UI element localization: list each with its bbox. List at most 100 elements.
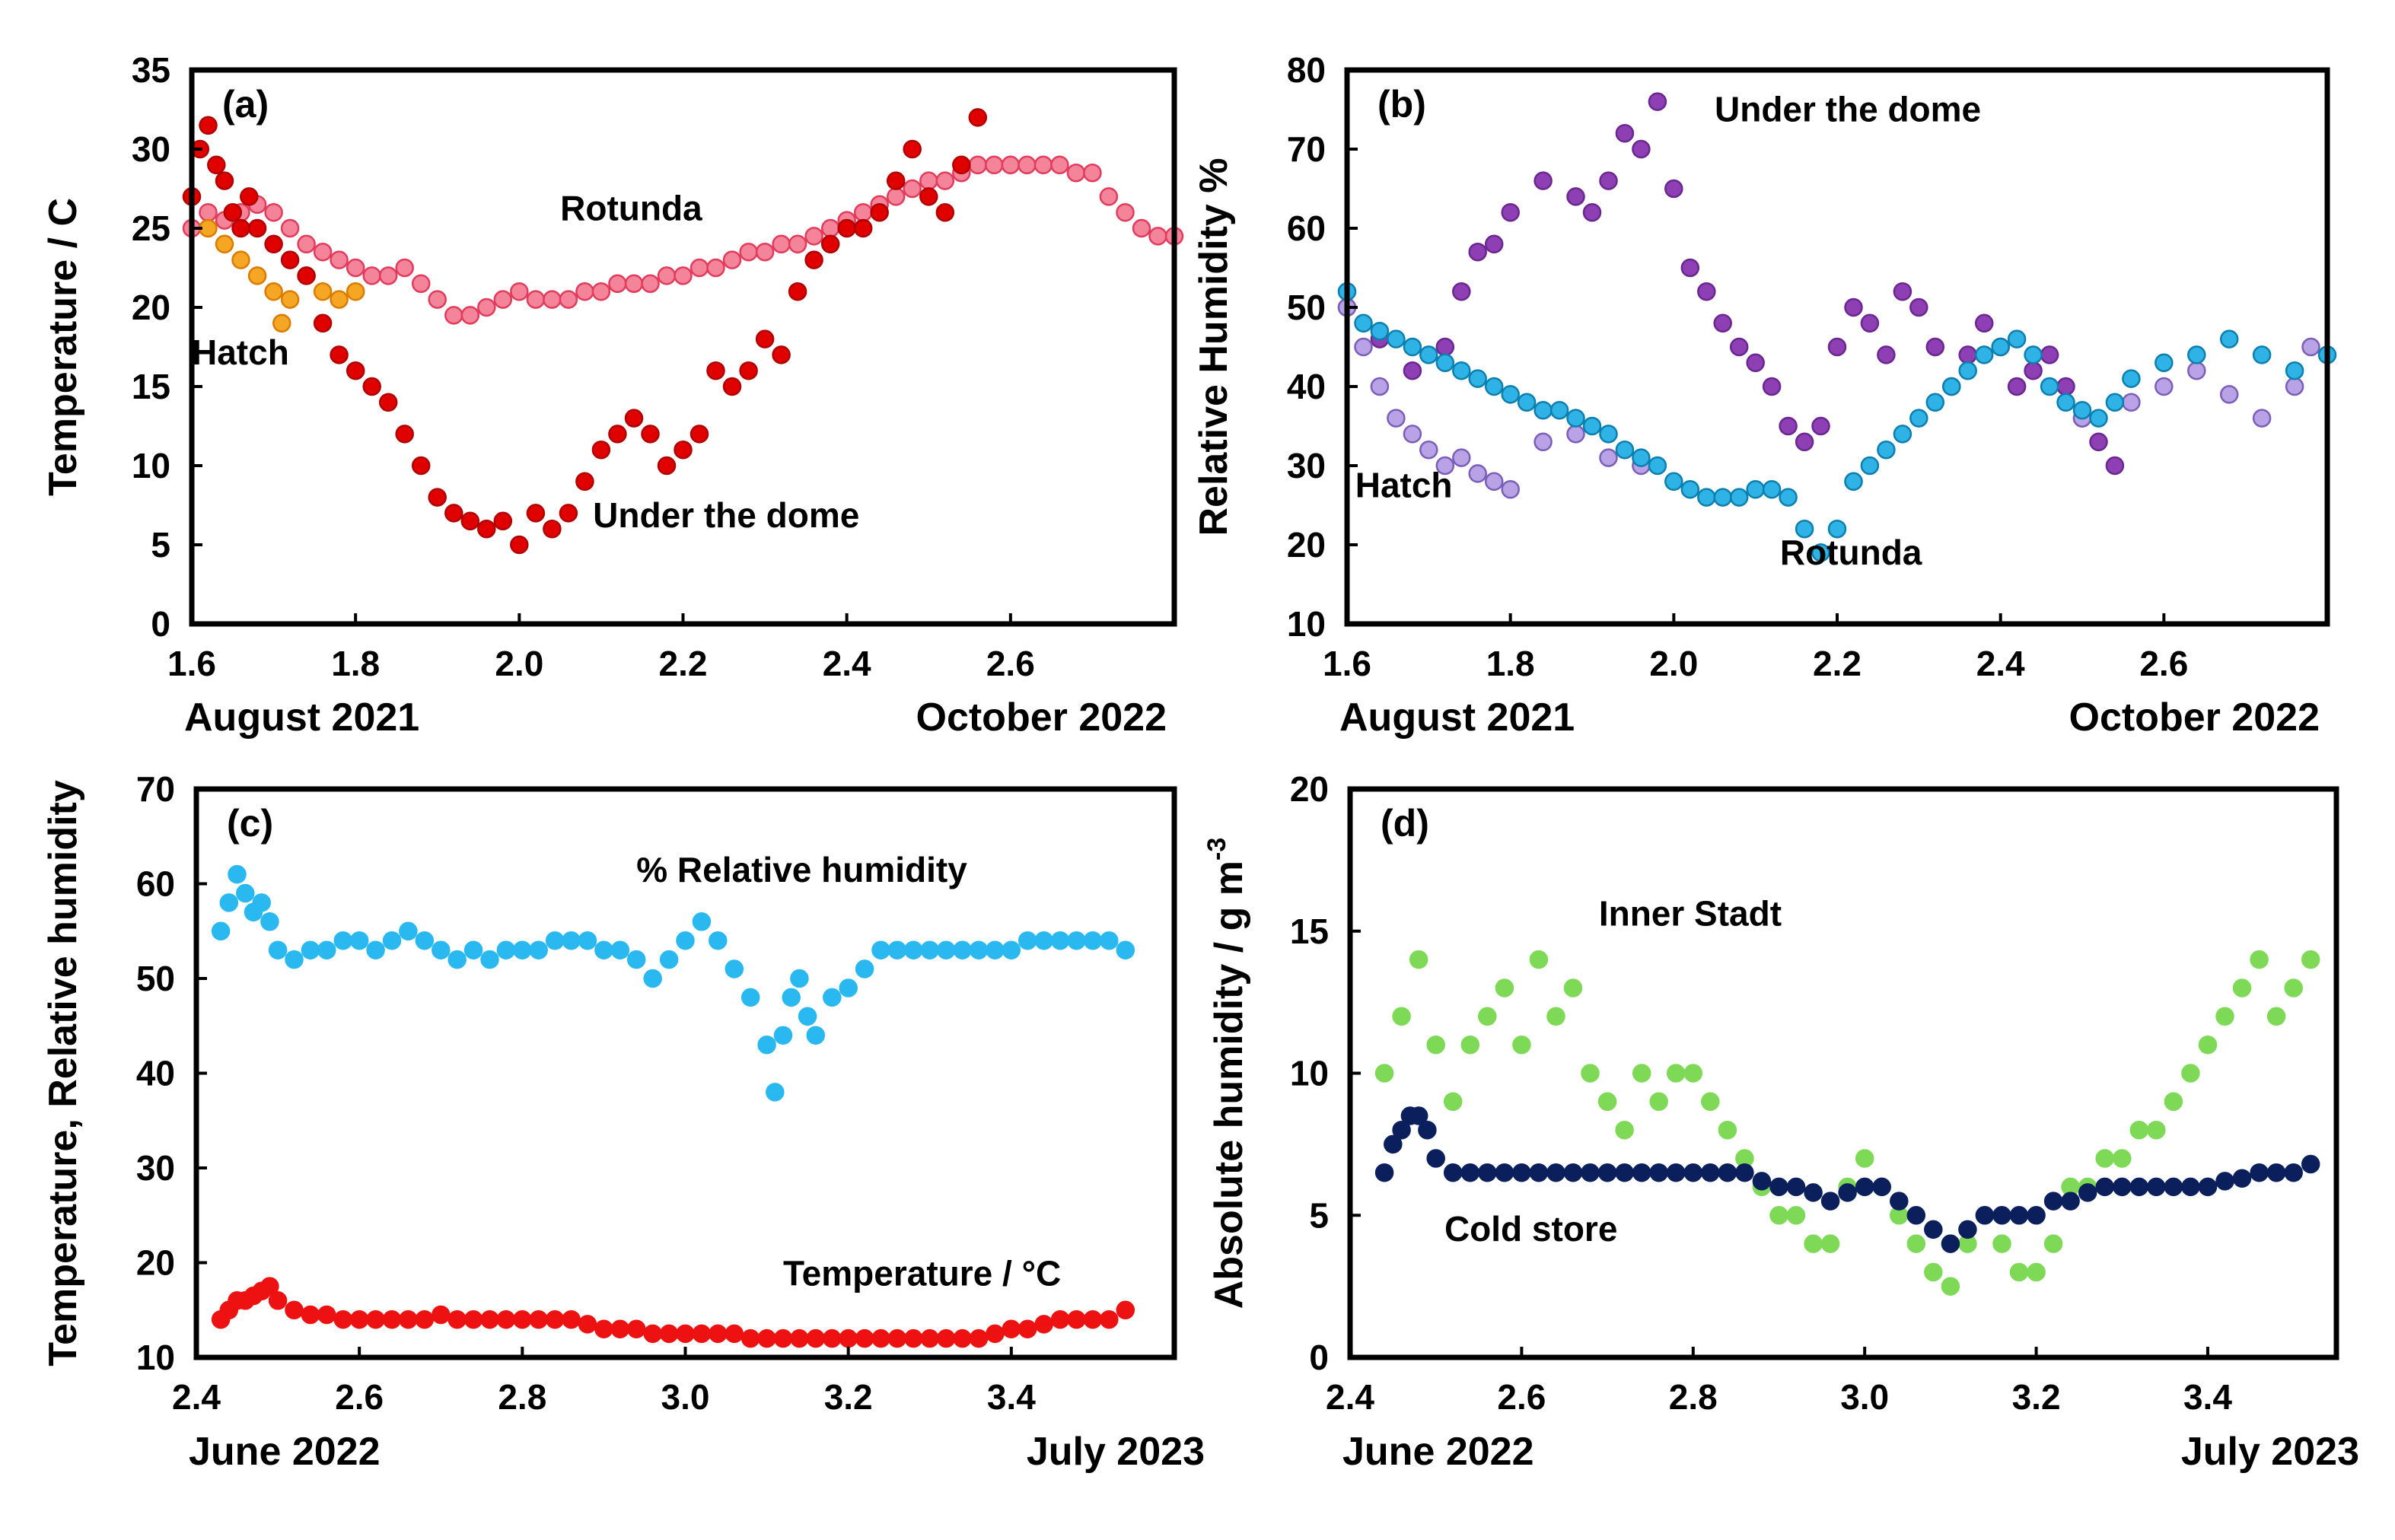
data-point <box>1769 1177 1788 1197</box>
data-point <box>333 931 353 950</box>
data-point <box>1597 1092 1617 1112</box>
data-point <box>2301 1154 2320 1174</box>
y-tick-label: 10 <box>1287 604 1326 644</box>
data-point <box>1615 1120 1634 1140</box>
data-point <box>2095 1149 2114 1168</box>
series-rotunda <box>1337 282 2337 562</box>
data-point <box>1924 1220 1943 1239</box>
data-point <box>608 274 627 294</box>
data-point <box>820 234 840 254</box>
data-point <box>215 171 234 190</box>
data-point <box>513 940 532 959</box>
series-hatch <box>1337 298 2320 499</box>
data-point <box>1370 377 1390 396</box>
y-tick-label: 40 <box>136 1054 175 1093</box>
data-point <box>1906 1206 1926 1225</box>
data-point <box>1549 400 1569 420</box>
data-point <box>1701 1163 1720 1182</box>
data-point <box>272 313 291 333</box>
data-point <box>1512 1163 1531 1182</box>
data-point <box>1546 1163 1565 1182</box>
data-point <box>477 298 496 317</box>
data-point <box>333 1309 353 1329</box>
data-point <box>1534 400 1553 420</box>
data-point <box>936 1328 956 1348</box>
data-point <box>2232 1169 2252 1188</box>
data-point <box>2027 1206 2046 1225</box>
data-point <box>1597 1163 1617 1182</box>
data-point <box>2219 329 2239 348</box>
data-point <box>1925 337 1945 357</box>
data-point <box>641 425 660 444</box>
data-point <box>2147 1177 2166 1197</box>
data-point <box>575 282 594 301</box>
data-point <box>2198 1177 2218 1197</box>
data-point <box>1403 425 1422 444</box>
data-point <box>804 227 823 246</box>
data-point <box>411 274 431 294</box>
data-point <box>444 504 463 523</box>
data-point <box>428 290 447 309</box>
data-point <box>252 893 271 912</box>
data-point <box>2215 1172 2234 1191</box>
data-point <box>1680 479 1700 499</box>
data-point <box>1877 440 1896 460</box>
data-point <box>709 1324 728 1344</box>
data-point <box>1844 298 1863 317</box>
data-point <box>1034 1315 1053 1334</box>
data-point <box>1403 361 1422 380</box>
data-point <box>236 883 255 903</box>
data-point <box>610 940 630 959</box>
data-point <box>2155 353 2174 373</box>
data-point <box>2009 1206 2029 1225</box>
data-point <box>1001 155 1021 175</box>
data-point <box>510 282 529 301</box>
y-tick-label: 20 <box>136 1243 175 1283</box>
data-point <box>986 1324 1005 1344</box>
data-point <box>1713 488 1732 507</box>
y-tick-label: 15 <box>132 367 170 406</box>
data-point <box>1804 1234 1823 1253</box>
data-point <box>692 912 712 931</box>
data-point <box>657 456 677 476</box>
data-point <box>1563 1163 1583 1182</box>
data-point <box>2113 1149 2132 1168</box>
data-point <box>463 940 483 959</box>
data-point <box>1958 361 1977 380</box>
data-point <box>1648 456 1667 476</box>
data-point <box>231 250 250 269</box>
data-point <box>1860 313 1880 333</box>
y-tick-label: 30 <box>132 129 170 169</box>
data-point <box>1632 448 1651 467</box>
data-point <box>1974 313 1994 333</box>
data-point <box>1769 1206 1788 1225</box>
data-point <box>463 1309 483 1329</box>
data-point <box>674 266 693 285</box>
data-point <box>297 266 316 285</box>
data-point <box>1664 472 1683 492</box>
data-point <box>1403 337 1422 357</box>
data-point <box>1387 329 1406 348</box>
data-point <box>2250 1163 2269 1182</box>
data-point <box>1419 345 1438 364</box>
data-point <box>1582 202 1602 222</box>
data-point <box>1501 479 1520 499</box>
data-point <box>1018 1319 1037 1338</box>
data-point <box>432 1305 451 1325</box>
data-point <box>722 377 742 396</box>
data-point <box>1649 1092 1668 1112</box>
panel-b: 1.6 1.8 2.0 2.2 2.4 2.6 10 20 30 40 50 60 70 80 Relati… <box>1192 50 2337 740</box>
data-point <box>739 361 758 380</box>
data-point <box>1083 1309 1103 1329</box>
date-label-end: October 2022 <box>2069 695 2320 740</box>
data-point <box>526 504 546 523</box>
data-point <box>919 187 938 206</box>
data-point <box>480 1309 499 1329</box>
data-point <box>2266 1163 2286 1182</box>
y-tick-label: 80 <box>1287 50 1326 90</box>
data-point <box>1468 369 1487 388</box>
data-point <box>1443 1092 1463 1112</box>
data-point <box>820 218 840 238</box>
data-point <box>1387 409 1406 428</box>
data-point <box>952 155 971 175</box>
